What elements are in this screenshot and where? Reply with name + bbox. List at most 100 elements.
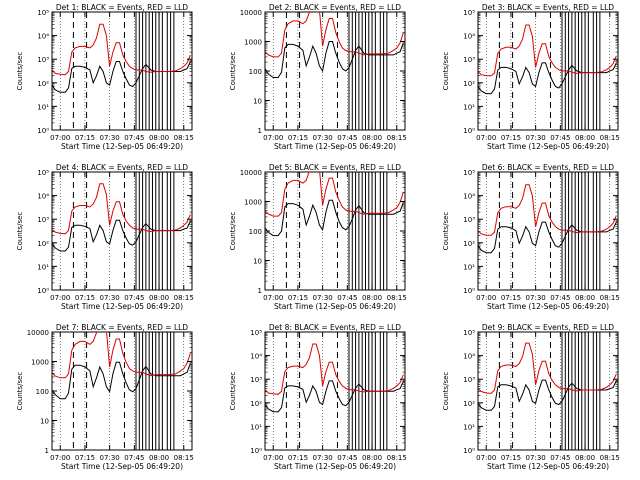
series-lld-line (52, 23, 191, 76)
series-events-line (265, 41, 404, 78)
x-tick-label: 07:30 (100, 454, 120, 462)
x-tick-label: 07:30 (313, 454, 333, 462)
x-tick-label: 07:15 (501, 134, 521, 142)
series-lld-line (265, 343, 404, 395)
y-axis-label: Counts/sec (16, 52, 24, 91)
series-lld-line (478, 342, 617, 394)
x-tick-label: 08:00 (575, 294, 595, 302)
x-tick-label: 07:45 (337, 454, 357, 462)
y-tick-label: 10³ (37, 216, 49, 224)
series-events-line (478, 221, 617, 254)
y-axis-label: Counts/sec (229, 52, 237, 91)
series-lld-line (478, 184, 617, 236)
y-tick-label: 10³ (463, 376, 475, 384)
panel-title: Det 8: BLACK = Events, RED = LLD (269, 323, 401, 332)
x-axis-label: Start Time (12-Sep-05 06:49:20) (274, 462, 396, 471)
x-tick-label: 07:00 (263, 454, 283, 462)
x-tick-label: 07:30 (526, 294, 546, 302)
x-tick-label: 07:15 (288, 134, 308, 142)
panel-det-9: Det 9: BLACK = Events, RED = LLD 10⁰ 10¹ 10… (442, 323, 620, 471)
x-tick-label: 07:45 (124, 294, 144, 302)
y-tick-label: 1000 (244, 199, 262, 207)
y-tick-label: 10⁴ (37, 33, 49, 41)
series-lld-line (265, 172, 404, 217)
x-tick-label: 08:15 (174, 454, 194, 462)
panel-det-3: Det 3: BLACK = Events, RED = LLD 10⁰ 10¹ 10… (442, 3, 620, 151)
x-axis-label: Start Time (12-Sep-05 06:49:20) (487, 302, 609, 311)
x-tick-label: 07:00 (476, 454, 496, 462)
x-tick-label: 08:15 (387, 134, 407, 142)
y-tick-label: 10¹ (250, 423, 262, 431)
x-tick-label: 07:45 (550, 134, 570, 142)
x-tick-label: 07:00 (50, 134, 70, 142)
y-tick-label: 1000 (244, 39, 262, 47)
x-tick-label: 08:15 (600, 454, 620, 462)
y-tick-label: 10000 (240, 169, 262, 177)
x-tick-label: 08:15 (174, 294, 194, 302)
x-tick-label: 07:30 (526, 134, 546, 142)
y-tick-label: 10³ (250, 376, 262, 384)
x-tick-label: 07:00 (263, 294, 283, 302)
x-tick-label: 07:45 (550, 294, 570, 302)
series-lld-line (52, 332, 191, 379)
x-tick-label: 08:00 (149, 294, 169, 302)
y-tick-label: 10⁵ (250, 329, 262, 337)
x-tick-label: 07:15 (288, 454, 308, 462)
y-tick-label: 10000 (240, 9, 262, 17)
x-tick-label: 08:15 (387, 294, 407, 302)
series-events-line (52, 361, 191, 400)
y-tick-label: 10⁵ (463, 329, 475, 337)
y-axis-label: Counts/sec (442, 372, 450, 411)
series-events-line (478, 62, 617, 95)
x-tick-label: 07:30 (100, 134, 120, 142)
y-tick-label: 10⁵ (37, 9, 49, 17)
x-tick-label: 07:30 (100, 294, 120, 302)
x-tick-label: 08:15 (600, 294, 620, 302)
x-tick-label: 07:30 (313, 294, 333, 302)
y-tick-label: 10⁴ (250, 353, 262, 361)
x-axis-label: Start Time (12-Sep-05 06:49:20) (61, 462, 183, 471)
x-axis-label: Start Time (12-Sep-05 06:49:20) (274, 142, 396, 151)
panel-det-4: Det 4: BLACK = Events, RED = LLD 10⁰ 10¹ 10… (16, 163, 194, 311)
series-events-line (52, 61, 191, 93)
x-tick-label: 08:15 (387, 454, 407, 462)
x-axis-label: Start Time (12-Sep-05 06:49:20) (487, 462, 609, 471)
panel-title: Det 3: BLACK = Events, RED = LLD (482, 3, 614, 12)
series-events-line (265, 380, 404, 413)
x-tick-label: 08:15 (174, 134, 194, 142)
x-tick-label: 07:45 (550, 454, 570, 462)
y-tick-label: 10000 (27, 329, 49, 337)
series-events-line (478, 379, 617, 411)
y-tick-label: 100 (36, 388, 49, 396)
plot-frame (477, 11, 619, 131)
series-events-line (265, 199, 404, 237)
x-tick-label: 07:30 (313, 134, 333, 142)
y-tick-label: 10² (250, 400, 262, 408)
y-tick-label: 10⁵ (37, 169, 49, 177)
y-axis-label: Counts/sec (442, 212, 450, 251)
panel-title: Det 2: BLACK = Events, RED = LLD (269, 3, 401, 12)
y-tick-label: 10⁰ (250, 447, 262, 455)
y-tick-label: 10⁰ (37, 287, 49, 295)
panel-title: Det 6: BLACK = Events, RED = LLD (482, 163, 614, 172)
x-tick-label: 07:15 (75, 134, 95, 142)
y-tick-label: 10⁴ (37, 193, 49, 201)
y-tick-label: 10¹ (463, 423, 475, 431)
x-tick-label: 07:00 (476, 134, 496, 142)
panel-title: Det 4: BLACK = Events, RED = LLD (56, 163, 188, 172)
y-axis-label: Counts/sec (229, 372, 237, 411)
x-tick-label: 07:45 (337, 134, 357, 142)
x-tick-label: 08:00 (362, 134, 382, 142)
panel-det-1: Det 1: BLACK = Events, RED = LLD 10⁰ 10¹ 10… (16, 3, 194, 151)
x-tick-label: 07:15 (501, 454, 521, 462)
x-tick-label: 08:00 (575, 454, 595, 462)
panel-title: Det 7: BLACK = Events, RED = LLD (56, 323, 188, 332)
x-tick-label: 07:15 (75, 454, 95, 462)
y-tick-label: 10 (40, 418, 49, 426)
y-tick-label: 10⁵ (463, 9, 475, 17)
x-tick-label: 07:15 (288, 294, 308, 302)
plot-frame (477, 331, 619, 451)
y-tick-label: 10² (37, 240, 49, 248)
y-tick-label: 100 (249, 228, 262, 236)
y-tick-label: 10 (253, 258, 262, 266)
